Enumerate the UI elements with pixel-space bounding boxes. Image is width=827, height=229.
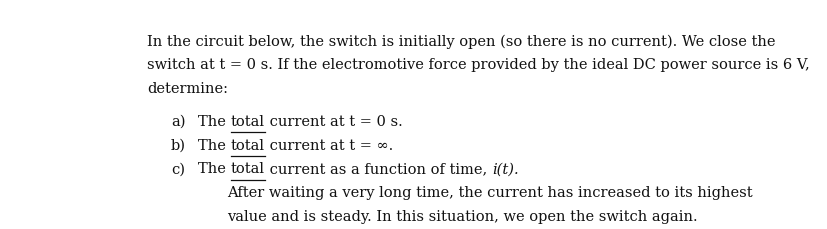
Text: After waiting a very long time, the current has increased to its highest: After waiting a very long time, the curr… [227,186,752,200]
Text: The: The [198,139,231,153]
Text: total: total [231,162,265,176]
Text: The: The [198,162,231,176]
Text: determine:: determine: [147,82,228,96]
Text: switch at t = 0 s. If the electromotive force provided by the ideal DC power sou: switch at t = 0 s. If the electromotive … [147,58,809,72]
Text: current as a function of time,: current as a function of time, [265,162,491,176]
Text: i(t).: i(t). [491,162,518,176]
Text: total: total [231,115,265,129]
Text: a): a) [170,115,185,129]
Text: In the circuit below, the switch is initially open (so there is no current). We : In the circuit below, the switch is init… [147,35,775,49]
Text: b): b) [170,139,185,153]
Text: current at t = 0 s.: current at t = 0 s. [265,115,402,129]
Text: value and is steady. In this situation, we open the switch again.: value and is steady. In this situation, … [227,210,697,224]
Text: The: The [198,115,231,129]
Text: current at t = ∞.: current at t = ∞. [265,139,393,153]
Text: total: total [231,139,265,153]
Text: c): c) [170,162,184,176]
